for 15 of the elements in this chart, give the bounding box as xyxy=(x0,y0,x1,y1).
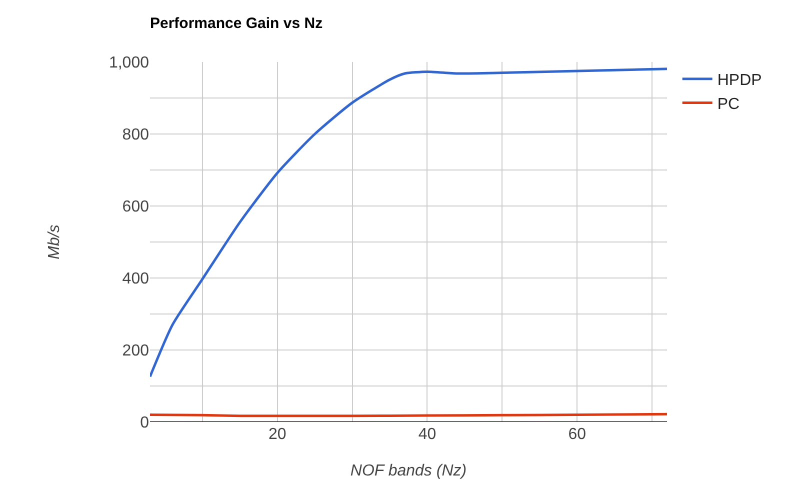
y-tick-label: 200 xyxy=(122,342,150,360)
y-axis-title: Mb/s xyxy=(46,224,63,260)
y-tick-label: 1,000 xyxy=(108,54,150,72)
x-tick-label: 40 xyxy=(418,426,436,443)
x-tick-label: 60 xyxy=(568,426,586,443)
line-series xyxy=(150,68,667,378)
y-tick-label: 0 xyxy=(140,414,150,432)
x-tick-label: 20 xyxy=(268,426,286,443)
chart-title: Performance Gain vs Nz xyxy=(150,15,323,32)
legend-label: PC xyxy=(717,96,740,113)
y-tick-label: 800 xyxy=(122,126,150,144)
y-tick-label: 600 xyxy=(122,198,150,216)
x-axis-title: NOF bands (Nz) xyxy=(350,462,467,480)
y-tick-label: 400 xyxy=(122,270,150,288)
legend-label: HPDP xyxy=(717,72,762,90)
